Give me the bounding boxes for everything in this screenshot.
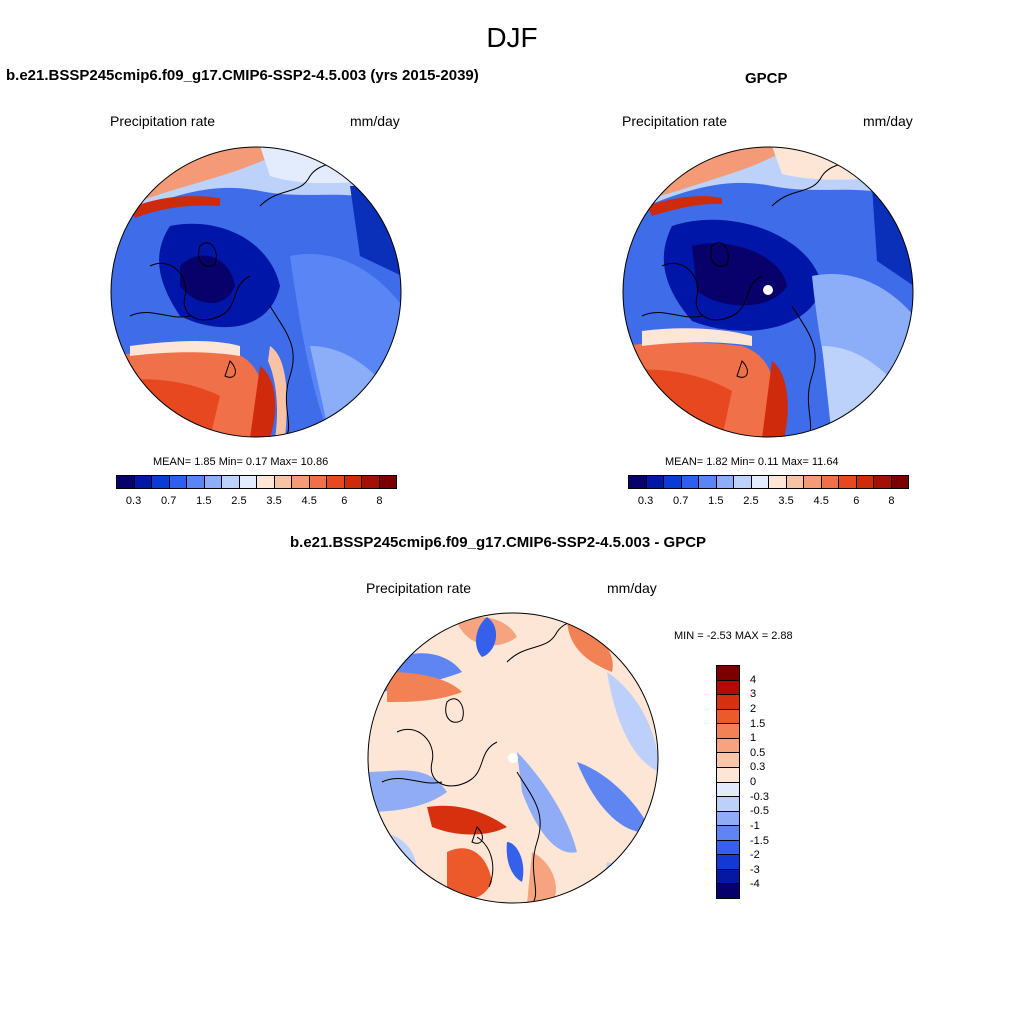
colorbar-swatch [874,476,892,488]
colorbar-swatch [204,476,222,488]
colorbar-swatch [629,476,647,488]
colorbar-swatch [717,826,739,841]
colorbar-tick-label: 0.7 [161,495,177,507]
colorbar-tick-label: 0 [750,776,757,788]
colorbar-swatch [257,476,275,488]
colorbar-tick-label: 4 [750,673,757,686]
colorbar-tick-label: 8 [376,495,383,507]
colorbar-swatch [717,767,739,783]
colorbar-swatch [717,753,739,768]
colorbar-swatch [717,884,739,898]
colorbar-swatch [187,476,205,488]
diff-variable-label: Precipitation rate [366,580,472,596]
colorbar-tick-label: 0.7 [673,495,689,507]
colorbar-tick-label: 6 [341,495,348,507]
diff-panel-title: b.e21.BSSP245cmip6.f09_g17.CMIP6-SSP2-4.… [290,534,707,551]
colorbar-swatch [134,476,152,488]
colorbar-tick-label: -2 [750,849,760,862]
colorbar-swatch [362,476,380,488]
colorbar-swatch [734,476,752,488]
colorbar-swatch [717,680,739,696]
colorbar-swatch [379,476,396,488]
colorbar-tick-label: 0.3 [750,761,766,774]
colorbar-swatch [717,724,739,739]
colorbar-swatch [327,476,345,488]
colorbar-swatch [717,738,739,754]
colorbar-tick-label: -0.5 [750,805,769,818]
model-stats: MEAN= 1.85 Min= 0.17 Max= 10.86 [153,456,329,468]
colorbar-swatch [716,476,734,488]
diff-polar-map [367,612,659,904]
colorbar-swatch [821,476,839,488]
colorbar-swatch [717,666,739,681]
colorbar-swatch [664,476,682,488]
main-title: DJF [486,22,538,53]
colorbar-tick-label: 1.5 [708,495,724,507]
colorbar-tick-label: -1.5 [750,834,769,847]
colorbar-swatch [717,840,739,856]
colorbar-swatch [717,811,739,827]
colorbar-tick-label: 3 [750,688,757,701]
colorbar-tick-label: 1 [750,732,757,745]
colorbar-swatch [292,476,310,488]
obs-colorbar: 0.3 0.7 1.5 2.5 3.5 4.5 6 8 [628,475,909,515]
colorbar-swatch [274,476,292,488]
colorbar-swatch [839,476,857,488]
model-colorbar: 0.3 0.7 1.5 2.5 3.5 4.5 6 8 [116,475,397,515]
colorbar-tick-label: 1.5 [196,495,212,507]
colorbar-swatch [769,476,787,488]
colorbar-tick-label: 0.5 [750,746,766,759]
colorbar-swatch [717,797,739,812]
model-panel-title: b.e21.BSSP245cmip6.f09_g17.CMIP6-SSP2-4.… [6,67,479,84]
model-polar-map [110,146,402,438]
colorbar-swatch [717,709,739,725]
colorbar-tick-label: 2.5 [231,495,247,507]
model-variable-label: Precipitation rate [110,113,216,129]
colorbar-tick-label: 0.3 [637,495,654,507]
colorbar-swatch [804,476,822,488]
colorbar-tick-label: 8 [888,495,895,507]
colorbar-tick-label: 1.5 [750,717,766,730]
colorbar-swatch [344,476,362,488]
diff-stats: MIN = -2.53 MAX = 2.88 [674,630,793,642]
colorbar-swatch [309,476,327,488]
colorbar-swatch [751,476,769,488]
diff-colorbar: 4 3 2 1.5 1 0.5 0.3 0 -0.3 -0.5 -1 -1.5 -2 -3 -4 [716,665,776,900]
obs-variable-label: Precipitation rate [622,113,728,129]
obs-polar-map [622,146,914,438]
colorbar-tick-label: -0.3 [750,790,769,803]
obs-panel-title: GPCP [745,70,788,87]
obs-units-label: mm/day [863,113,913,129]
colorbar-tick-label: 4.5 [301,495,317,507]
colorbar-swatch [717,855,739,870]
model-units-label: mm/day [350,113,400,129]
colorbar-swatch [152,476,170,488]
colorbar-swatch [681,476,699,488]
colorbar-tick-label: 4.5 [813,495,829,507]
colorbar-swatch [856,476,874,488]
colorbar-swatch [891,476,908,488]
colorbar-tick-label: -3 [750,863,760,876]
colorbar-swatch [717,695,739,710]
colorbar-tick-label: 3.5 [266,495,282,507]
colorbar-swatch [169,476,187,488]
colorbar-tick-label: 0.3 [125,495,142,507]
colorbar-swatch [222,476,240,488]
colorbar-tick-label: 2 [750,702,757,715]
colorbar-tick-label: 3.5 [778,495,794,507]
obs-stats: MEAN= 1.82 Min= 0.11 Max= 11.64 [665,456,839,468]
colorbar-swatch [117,476,135,488]
colorbar-swatch [239,476,257,488]
colorbar-tick-label: 6 [853,495,860,507]
colorbar-tick-label: -4 [750,878,760,891]
colorbar-swatch [717,782,739,798]
colorbar-tick-label: 2.5 [743,495,759,507]
colorbar-swatch [699,476,717,488]
diff-units-label: mm/day [607,580,657,596]
colorbar-tick-label: -1 [750,819,760,832]
colorbar-swatch [646,476,664,488]
colorbar-swatch [786,476,804,488]
colorbar-swatch [717,869,739,885]
